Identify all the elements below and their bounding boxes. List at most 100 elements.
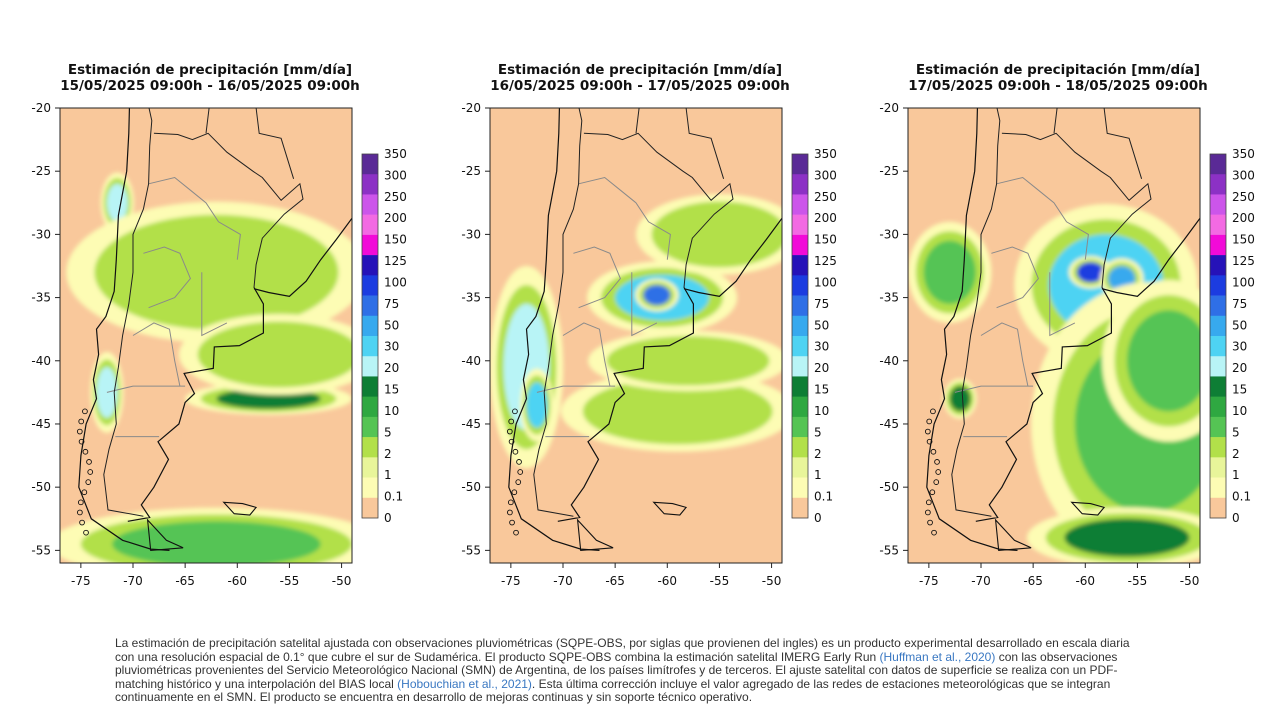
- country-border: [533, 108, 583, 517]
- colorbar-label: 5: [384, 425, 392, 439]
- lat-tick-label: -50: [879, 480, 899, 494]
- precip-cell: [1127, 310, 1200, 412]
- lon-tick-label: -55: [280, 574, 300, 588]
- fjord-islet: [78, 418, 85, 425]
- colorbar-label: 100: [814, 275, 837, 289]
- lat-tick-label: -55: [461, 543, 481, 557]
- colorbar-swatch: [792, 234, 808, 256]
- precip-cell: [122, 228, 311, 317]
- colorbar-swatch: [362, 416, 378, 438]
- colorbar-swatch: [792, 336, 808, 357]
- colorbar-swatch: [792, 437, 808, 458]
- colorbar-swatch: [1210, 295, 1226, 317]
- colorbar-swatch: [792, 174, 808, 195]
- fjord-islet: [78, 438, 85, 445]
- lon-tick-label: -60: [227, 574, 247, 588]
- fjord-islet: [934, 459, 940, 465]
- colorbar-label: 2: [384, 447, 392, 461]
- colorbar-swatch: [1210, 275, 1226, 296]
- colorbar-swatch: [362, 295, 378, 317]
- province-border: [980, 322, 1029, 387]
- fjord-islet: [933, 479, 940, 485]
- lat-tick-label: -45: [879, 417, 899, 431]
- colorbar-swatch: [792, 275, 808, 296]
- colorbar-swatch: [362, 437, 378, 458]
- colorbar-label: 350: [814, 147, 837, 161]
- colorbar-swatch: [362, 376, 378, 397]
- tierra-del-fuego-outline: [146, 518, 184, 551]
- colorbar-label: 50: [1232, 318, 1247, 332]
- country-border: [635, 108, 725, 179]
- fjord-islet: [512, 408, 518, 415]
- colorbar-label: 15: [1232, 383, 1247, 397]
- colorbar-swatch: [1210, 457, 1226, 478]
- lon-tick-label: -65: [175, 574, 195, 588]
- colorbar-label: 20: [1232, 361, 1247, 375]
- colorbar: 350 300 250 200 150 125 100 75 50 30 20 15 10 5 2 1 0.1 0: [1209, 147, 1255, 525]
- colorbar-label: 20: [814, 361, 829, 375]
- lon-tick-label: -70: [971, 574, 991, 588]
- colorbar-label: 0: [1232, 511, 1240, 525]
- country-border: [153, 132, 304, 288]
- map-frame: [907, 107, 1201, 564]
- fjord-islet: [508, 418, 515, 425]
- colorbar-label: 150: [1232, 233, 1255, 247]
- colorbar-swatch: [792, 497, 808, 519]
- island-outline: [1070, 501, 1106, 516]
- colorbar-swatch: [792, 154, 808, 175]
- coastline: [127, 287, 264, 522]
- description-text: con las observaciones pluviométricas pro…: [115, 649, 1118, 691]
- fjord-islet: [924, 428, 931, 435]
- fjord-islet: [506, 428, 513, 435]
- fjord-islet: [517, 469, 524, 475]
- lon-tick-label: -60: [1075, 574, 1095, 588]
- lon-tick-label: -70: [553, 574, 573, 588]
- lat-tick-label: -40: [31, 354, 51, 368]
- island-outline: [222, 501, 258, 516]
- colorbar-label: 250: [384, 190, 407, 204]
- colorbar-label: 15: [384, 383, 399, 397]
- fjord-islet: [83, 529, 89, 536]
- fjord-islet: [508, 438, 515, 445]
- lat-tick-label: -55: [31, 543, 51, 557]
- precipitation-map: -20 -25 -30 -35 -40 -45 -50 -55 -75 -70 -65 -60 -55 -…: [879, 101, 1255, 588]
- colorbar-swatch: [1210, 214, 1226, 236]
- colorbar-label: 75: [384, 297, 399, 311]
- lat-tick-label: -40: [879, 354, 899, 368]
- colorbar-label: 300: [814, 168, 837, 182]
- lon-tick-label: -50: [1180, 574, 1200, 588]
- colorbar-label: 0.1: [1232, 490, 1251, 504]
- colorbar-label: 50: [814, 318, 829, 332]
- colorbar-swatch: [1210, 376, 1226, 397]
- lon-tick-label: -65: [1023, 574, 1043, 588]
- fjord-islet: [931, 529, 937, 536]
- colorbar-label: 250: [1232, 190, 1255, 204]
- colorbar-swatch: [362, 477, 378, 499]
- panel-title: Estimación de precipitación [mm/día] 16/…: [490, 62, 790, 94]
- lat-tick-label: -40: [461, 354, 481, 368]
- colorbar-label: 30: [814, 340, 829, 354]
- precip-cell: [643, 284, 671, 306]
- colorbar-swatch: [792, 457, 808, 478]
- fjord-islet: [516, 459, 522, 465]
- title-line-2: 16/05/2025 09:00h - 17/05/2025 09:00h: [490, 78, 790, 94]
- lat-tick-label: -30: [461, 227, 481, 241]
- country-border: [1053, 108, 1143, 179]
- province-border: [991, 246, 1039, 309]
- tierra-del-fuego-outline: [994, 518, 1032, 551]
- lat-tick-label: -50: [461, 480, 481, 494]
- precip-cell: [112, 521, 321, 563]
- colorbar-swatch: [1210, 174, 1226, 195]
- fjord-islet: [512, 448, 519, 455]
- colorbar-label: 30: [1232, 340, 1247, 354]
- colorbar-swatch: [362, 336, 378, 357]
- fjord-islet: [82, 408, 88, 415]
- fjord-islet: [515, 479, 522, 485]
- fjord-islet: [79, 519, 85, 526]
- lon-tick-label: -75: [919, 574, 939, 588]
- lat-tick-label: -35: [31, 291, 51, 305]
- reference-link-huffman[interactable]: (Huffman et al., 2020): [879, 649, 996, 664]
- precip-cell: [106, 183, 128, 222]
- province-border: [562, 322, 611, 387]
- reference-link-hobouchian[interactable]: (Hobouchian et al., 2021): [397, 676, 532, 691]
